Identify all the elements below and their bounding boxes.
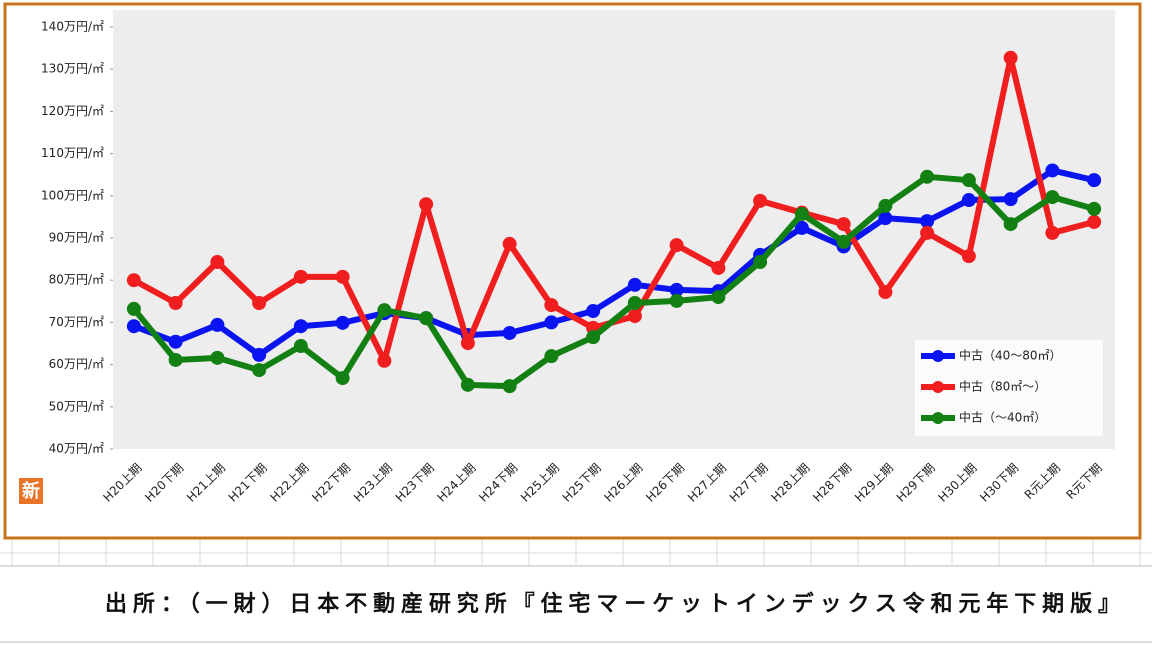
y-tick-label: 90万円/㎡ — [49, 231, 104, 245]
data-point — [1087, 214, 1102, 229]
data-point — [419, 311, 434, 326]
data-point — [419, 197, 434, 212]
legend-label: 中古（40～80㎡） — [959, 348, 1062, 363]
data-point — [210, 255, 225, 270]
data-point — [1045, 163, 1060, 178]
data-point — [502, 379, 517, 394]
data-point — [878, 198, 893, 213]
data-point — [669, 282, 684, 297]
source-note: 出所：（一財）日本不動産研究所『住宅マーケットインデックス令和元年下期版』 — [105, 591, 1120, 617]
data-point — [210, 350, 225, 365]
y-tick-label: 80万円/㎡ — [49, 273, 104, 287]
data-point — [168, 352, 183, 367]
data-point — [1045, 225, 1060, 240]
legend-swatch-dot — [932, 412, 944, 424]
logo-box — [19, 478, 43, 504]
data-point — [961, 249, 976, 264]
data-point — [335, 315, 350, 330]
data-point — [586, 304, 601, 319]
data-point — [586, 330, 601, 345]
data-point — [753, 255, 768, 270]
y-tick-label: 40万円/㎡ — [49, 442, 104, 456]
y-tick-label: 140万円/㎡ — [41, 20, 104, 34]
y-tick-label: 100万円/㎡ — [41, 188, 104, 202]
data-point — [627, 295, 642, 310]
data-point — [252, 363, 267, 378]
legend-label: 中古（～40㎡） — [959, 410, 1046, 425]
data-point — [711, 290, 726, 305]
data-point — [544, 298, 559, 313]
data-point — [1087, 173, 1102, 188]
data-point — [711, 260, 726, 275]
data-point — [878, 211, 893, 226]
data-point — [544, 315, 559, 330]
legend-swatch-dot — [932, 350, 944, 362]
data-point — [920, 169, 935, 184]
data-point — [669, 238, 684, 253]
data-point — [794, 220, 809, 235]
data-point — [836, 234, 851, 249]
data-point — [460, 336, 475, 351]
y-tick-label: 130万円/㎡ — [41, 62, 104, 76]
data-point — [126, 319, 141, 334]
data-point — [293, 269, 308, 284]
data-point — [627, 309, 642, 324]
data-point — [1003, 192, 1018, 207]
data-point — [1087, 201, 1102, 216]
y-tick-label: 60万円/㎡ — [49, 357, 104, 371]
data-point — [836, 217, 851, 232]
sheet-grid — [0, 538, 1152, 566]
data-point — [293, 339, 308, 354]
data-point — [126, 301, 141, 316]
data-point — [502, 325, 517, 340]
data-point — [961, 193, 976, 208]
data-point — [1003, 217, 1018, 232]
data-point — [920, 225, 935, 240]
data-point — [1003, 50, 1018, 65]
data-point — [627, 277, 642, 292]
y-tick-label: 50万円/㎡ — [49, 399, 104, 413]
data-point — [252, 295, 267, 310]
data-point — [377, 353, 392, 368]
data-point — [460, 377, 475, 392]
logo: 新 — [22, 480, 40, 502]
y-tick-label: 110万円/㎡ — [41, 146, 104, 160]
data-point — [210, 317, 225, 332]
data-point — [502, 236, 517, 251]
data-point — [168, 334, 183, 349]
data-point — [335, 269, 350, 284]
data-point — [878, 285, 893, 300]
data-point — [961, 173, 976, 188]
data-point — [1045, 190, 1060, 205]
legend-label: 中古（80㎡～） — [959, 379, 1046, 394]
data-point — [794, 206, 809, 221]
data-point — [753, 193, 768, 208]
data-point — [335, 371, 350, 386]
data-point — [544, 349, 559, 364]
data-point — [377, 303, 392, 318]
data-point — [168, 295, 183, 310]
data-point — [293, 319, 308, 334]
data-point — [920, 214, 935, 229]
data-point — [252, 347, 267, 362]
y-tick-label: 120万円/㎡ — [41, 104, 104, 118]
legend-swatch-dot — [932, 381, 944, 393]
data-point — [669, 293, 684, 308]
y-tick-label: 70万円/㎡ — [49, 315, 104, 329]
series-line — [132, 167, 1095, 358]
data-point — [126, 273, 141, 288]
